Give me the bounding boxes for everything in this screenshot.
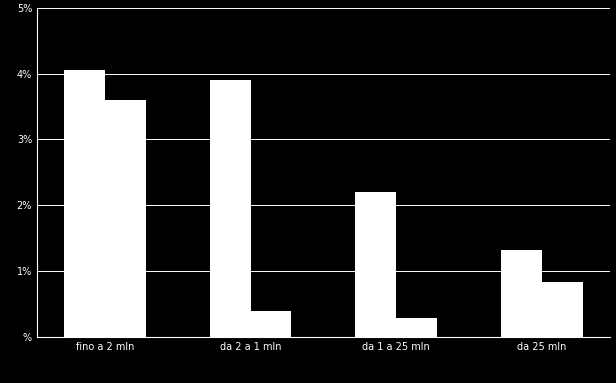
- Bar: [501, 249, 542, 337]
- Bar: [64, 70, 105, 337]
- Bar: [210, 80, 251, 337]
- Bar: [105, 100, 146, 337]
- Bar: [355, 192, 396, 337]
- Bar: [542, 282, 583, 337]
- Bar: [251, 311, 291, 337]
- Bar: [396, 318, 437, 337]
